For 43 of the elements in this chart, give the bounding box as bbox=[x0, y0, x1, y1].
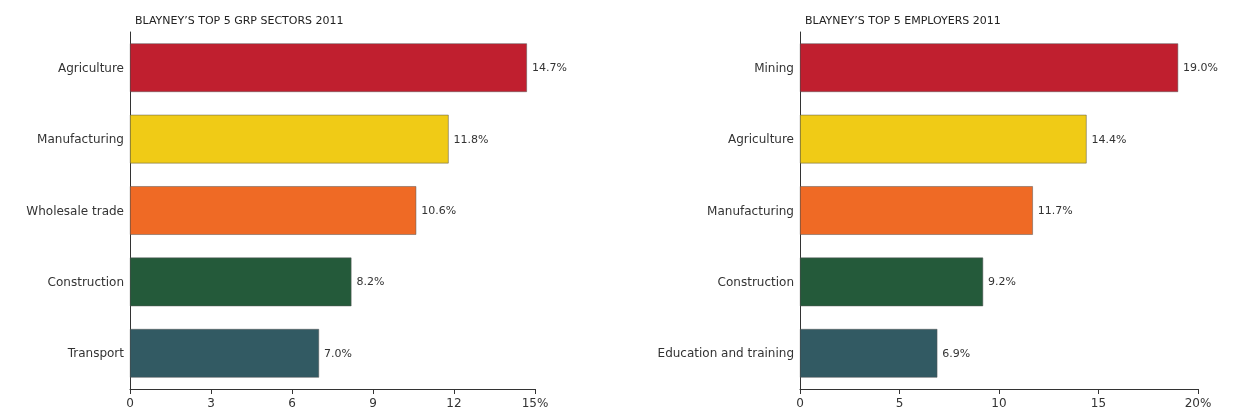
y-tick-label: Education and training bbox=[657, 346, 794, 361]
y-tick-label: Wholesale trade bbox=[26, 203, 124, 218]
y-tick-label: Mining bbox=[754, 60, 794, 75]
bar bbox=[800, 186, 1033, 235]
x-tick-label: 5 bbox=[895, 396, 904, 410]
y-tick-label: Agriculture bbox=[728, 132, 794, 147]
x-tick-label: 6 bbox=[288, 396, 296, 410]
chart-title: BLAYNEY’S TOP 5 GRP SECTORS 2011 bbox=[135, 14, 344, 27]
bar bbox=[130, 257, 352, 307]
bar bbox=[800, 257, 984, 307]
data-label: 11.8% bbox=[453, 132, 489, 146]
data-label: 8.2% bbox=[356, 275, 385, 289]
x-tick-label: 10 bbox=[991, 396, 1007, 410]
data-label: 6.9% bbox=[942, 346, 971, 360]
data-label: 19.0% bbox=[1183, 61, 1219, 75]
y-tick-label: Construction bbox=[47, 274, 124, 289]
y-tick-label: Construction bbox=[717, 274, 794, 289]
bar bbox=[800, 114, 1087, 164]
bar bbox=[800, 329, 938, 378]
x-tick-label: 9 bbox=[369, 396, 377, 410]
bar bbox=[800, 43, 1179, 92]
y-tick-label: Agriculture bbox=[58, 60, 124, 75]
y-tick-label: Transport bbox=[66, 346, 125, 361]
data-label: 7.0% bbox=[324, 346, 352, 360]
x-tick-label: 15 bbox=[1090, 396, 1107, 410]
bar bbox=[130, 186, 417, 235]
x-tick-label: 20% bbox=[1184, 396, 1212, 410]
data-label: 14.7% bbox=[531, 61, 567, 75]
data-label: 11.7% bbox=[1037, 204, 1073, 217]
data-label: 10.6% bbox=[421, 204, 457, 217]
bar bbox=[130, 329, 319, 378]
y-tick-label: Manufacturing bbox=[707, 203, 794, 218]
bar bbox=[130, 114, 449, 164]
chart-title: BLAYNEY’S TOP 5 EMPLOYERS 2011 bbox=[805, 14, 1001, 27]
data-label: 9.2% bbox=[988, 275, 1017, 289]
x-tick-label: 0 bbox=[796, 396, 804, 410]
bar bbox=[130, 43, 527, 92]
data-label: 14.4% bbox=[1091, 132, 1127, 146]
y-tick-label: Manufacturing bbox=[37, 132, 124, 147]
x-tick-label: 12 bbox=[446, 396, 462, 410]
x-tick-label: 15% bbox=[521, 396, 549, 410]
x-tick-label: 0 bbox=[126, 396, 134, 410]
x-tick-label: 3 bbox=[207, 396, 215, 410]
